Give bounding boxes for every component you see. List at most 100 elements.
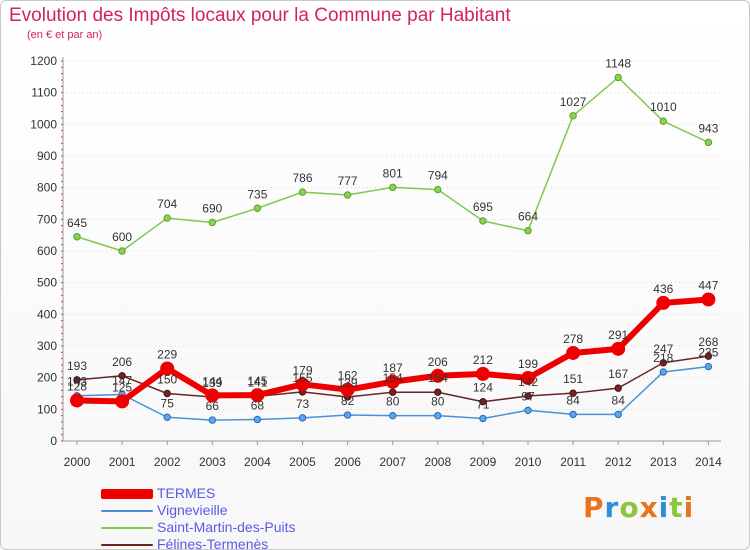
data-point-vignevieille — [389, 411, 397, 420]
data-label-termes: 125 — [112, 380, 132, 394]
data-label-felines-termenes: 167 — [608, 367, 628, 381]
data-point-termes — [701, 292, 716, 307]
data-label-felines-termenes: 268 — [698, 335, 718, 349]
data-label-vignevieille: 147 — [112, 373, 132, 387]
data-point-felines-termenes — [614, 384, 622, 392]
data-label-vignevieille: 71 — [476, 398, 490, 412]
x-tick-label: 2014 — [695, 455, 722, 469]
data-label-saint-martin-des-puits: 695 — [473, 200, 493, 214]
x-tick-label: 2000 — [64, 455, 91, 469]
data-point-saint-martin-des-puits — [163, 214, 171, 222]
y-tick-label: 0 — [50, 434, 57, 448]
x-tick-label: 2006 — [334, 455, 361, 469]
data-label-saint-martin-des-puits: 1027 — [560, 95, 587, 109]
data-label-vignevieille: 235 — [698, 346, 718, 360]
data-point-saint-martin-des-puits — [614, 73, 622, 82]
data-point-vignevieille — [208, 416, 217, 424]
data-point-vignevieille — [434, 411, 442, 420]
data-label-felines-termenes: 154 — [428, 371, 448, 385]
data-point-felines-termenes — [659, 359, 667, 367]
x-tick-label: 2003 — [199, 455, 226, 469]
data-label-saint-martin-des-puits: 801 — [383, 166, 403, 180]
data-point-vignevieille — [524, 406, 532, 414]
x-tick-label: 2001 — [109, 455, 136, 469]
data-label-vignevieille: 82 — [341, 394, 355, 408]
x-tick-label: 2011 — [560, 455, 586, 469]
legend-label: TERMES — [157, 485, 216, 501]
data-label-vignevieille: 84 — [612, 393, 626, 407]
data-point-termes — [566, 345, 581, 360]
data-label-felines-termenes: 155 — [292, 371, 312, 385]
y-tick-label: 500 — [37, 276, 57, 290]
data-label-termes: 212 — [473, 353, 493, 367]
data-label-termes: 144 — [202, 374, 222, 388]
data-point-termes — [611, 341, 626, 356]
legend-label: Vignevieille — [157, 502, 228, 518]
data-point-felines-termenes — [163, 389, 171, 398]
x-tick-label: 2004 — [244, 455, 271, 469]
data-point-felines-termenes — [569, 389, 577, 397]
data-point-vignevieille — [569, 410, 577, 419]
data-label-saint-martin-des-puits: 704 — [157, 197, 177, 211]
data-point-saint-martin-des-puits — [298, 188, 307, 196]
legend-item: Vignevieille — [101, 502, 296, 519]
y-tick-label: 200 — [37, 371, 57, 385]
data-point-termes — [160, 361, 175, 376]
y-tick-label: 800 — [37, 181, 57, 195]
x-tick-label: 2009 — [470, 455, 497, 469]
x-tick-label: 2005 — [289, 455, 316, 469]
data-label-felines-termenes: 154 — [383, 371, 403, 385]
data-label-termes: 145 — [247, 374, 267, 388]
x-tick-label: 2010 — [515, 455, 542, 469]
y-tick-label: 100 — [37, 402, 57, 416]
data-label-termes: 291 — [608, 328, 628, 342]
data-label-saint-martin-des-puits: 786 — [292, 171, 312, 185]
data-label-saint-martin-des-puits: 777 — [338, 174, 358, 188]
data-label-vignevieille: 80 — [386, 395, 400, 409]
y-tick-label: 700 — [37, 212, 57, 226]
data-point-saint-martin-des-puits — [253, 204, 262, 212]
data-point-vignevieille — [163, 413, 171, 421]
legend-swatch — [101, 526, 153, 529]
data-label-termes: 162 — [338, 369, 358, 383]
data-point-felines-termenes — [118, 372, 126, 380]
data-point-felines-termenes — [389, 388, 397, 396]
data-label-vignevieille: 68 — [251, 398, 265, 412]
y-tick-label: 1000 — [30, 117, 57, 131]
data-label-vignevieille: 97 — [521, 389, 535, 403]
x-tick-label: 2002 — [154, 455, 181, 469]
data-point-termes — [340, 382, 355, 397]
y-tick-label: 300 — [37, 339, 57, 353]
proxiti-logo: Proxiti — [583, 491, 695, 524]
y-tick-label: 1100 — [31, 86, 57, 100]
data-point-termes — [521, 370, 535, 385]
data-point-termes — [295, 377, 310, 392]
data-point-vignevieille — [614, 410, 622, 419]
data-point-saint-martin-des-puits — [524, 227, 532, 235]
data-label-felines-termenes: 139 — [338, 376, 358, 390]
data-label-vignevieille: 66 — [206, 399, 220, 413]
data-label-felines-termenes: 206 — [112, 355, 132, 369]
data-label-vignevieille: 218 — [653, 351, 673, 365]
data-label-termes: 436 — [653, 282, 673, 296]
data-point-termes — [430, 368, 445, 383]
x-tick-label: 2013 — [650, 455, 677, 469]
legend-label: Félines-Termenès — [157, 536, 269, 550]
y-tick-label: 400 — [37, 307, 57, 321]
legend-swatch — [101, 488, 153, 499]
legend-item: Félines-Termenès — [101, 536, 296, 550]
data-point-termes — [70, 393, 84, 408]
data-point-felines-termenes — [524, 392, 532, 400]
data-label-saint-martin-des-puits: 794 — [428, 169, 448, 183]
data-label-termes: 278 — [563, 332, 583, 346]
data-label-saint-martin-des-puits: 1010 — [650, 100, 677, 114]
data-label-vignevieille: 84 — [566, 393, 580, 407]
data-label-termes: 128 — [67, 379, 87, 393]
chart-legend: TERMES Vignevieille Saint-Martin-des-Puits… — [101, 485, 296, 550]
data-label-felines-termenes: 151 — [563, 372, 583, 386]
data-label-saint-martin-des-puits: 1148 — [605, 56, 631, 70]
data-label-saint-martin-des-puits: 664 — [518, 210, 538, 224]
x-tick-label: 2008 — [424, 455, 451, 469]
